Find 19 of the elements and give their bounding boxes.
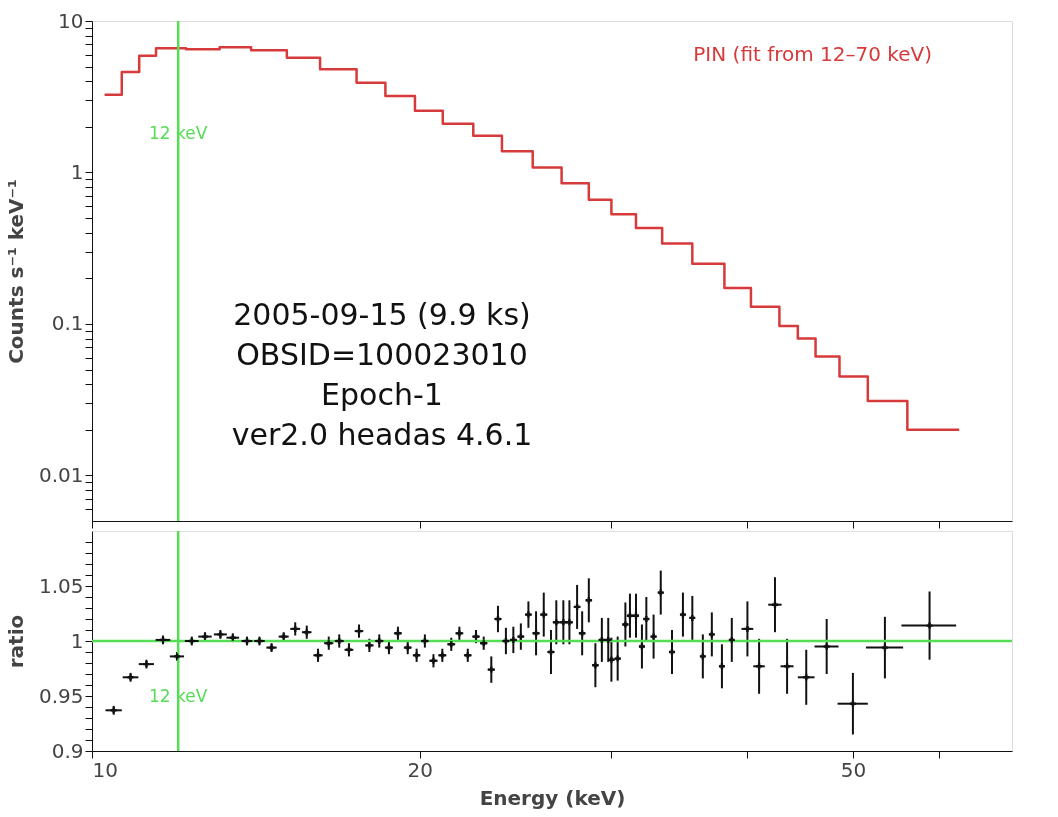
y-tick-label: 0.01	[38, 462, 84, 487]
y-axis-title: ratio	[3, 614, 28, 669]
y-axis-title: Counts s⁻¹ keV⁻¹	[3, 179, 28, 364]
annotation: OBSID=100023010	[236, 337, 528, 372]
text: PIN (fit from 12–70 keV)	[693, 42, 932, 66]
x-axis-title: Energy (keV)	[479, 785, 626, 810]
x-tick-label: 50	[840, 757, 867, 782]
x-tick-label: 10	[92, 757, 118, 782]
y-tick-label: 1	[70, 159, 84, 184]
y-tick-label: 0.95	[38, 683, 84, 708]
y-tick-label: 0.1	[51, 311, 84, 336]
x-tick-label: 20	[407, 757, 433, 782]
y-tick-label: 1.05	[38, 573, 84, 598]
annotation: Epoch-1	[321, 377, 443, 412]
y-tick-label: 1	[70, 628, 84, 653]
annotation: 2005-09-15 (9.9 ks)	[233, 297, 531, 332]
annotation: ver2.0 headas 4.6.1	[231, 417, 533, 452]
y-tick-label: 0.9	[51, 738, 84, 763]
y-tick-label: 10	[58, 8, 84, 33]
